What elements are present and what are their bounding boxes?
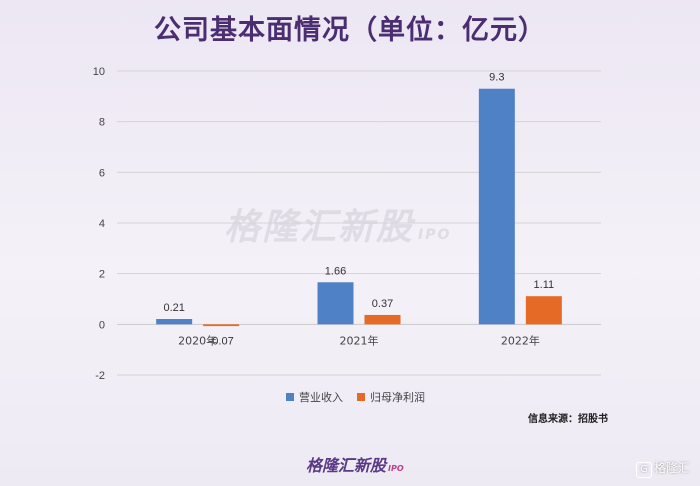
x-tick-label: 2021年 bbox=[340, 333, 379, 347]
corner-logo-icon: G bbox=[635, 462, 652, 478]
y-tick-label: 6 bbox=[99, 167, 105, 179]
bar-profit bbox=[364, 314, 401, 325]
data-label: -0.07 bbox=[209, 335, 234, 347]
chart-title: 公司基本面情况（单位：亿元） bbox=[154, 15, 546, 46]
data-label: 0.21 bbox=[163, 302, 184, 314]
legend-label: 营业收入 bbox=[299, 390, 343, 404]
legend-swatch bbox=[357, 393, 365, 401]
data-label: 0.37 bbox=[372, 298, 393, 310]
y-tick-label: 0 bbox=[99, 319, 105, 331]
data-label: 1.11 bbox=[534, 279, 555, 291]
bar-revenue bbox=[478, 88, 515, 325]
y-tick-label: 10 bbox=[93, 66, 105, 78]
data-label: 1.66 bbox=[325, 265, 346, 277]
footer-logo: 格隆汇新股 IPO bbox=[306, 456, 404, 475]
bar-revenue bbox=[156, 319, 193, 325]
y-tick-label: -2 bbox=[95, 370, 105, 382]
bar-revenue bbox=[317, 282, 354, 325]
bar-profit bbox=[525, 296, 562, 325]
x-tick-label: 2020年 bbox=[178, 333, 217, 347]
watermark: 格隆汇新股 IPO bbox=[224, 207, 452, 248]
y-tick-label: 2 bbox=[99, 269, 105, 281]
y-tick-label: 4 bbox=[99, 218, 105, 230]
legend-swatch bbox=[286, 393, 294, 401]
source-note: 信息来源：招股书 bbox=[528, 414, 608, 425]
x-tick-label: 2022年 bbox=[501, 333, 540, 347]
y-tick-label: 8 bbox=[99, 117, 105, 129]
corner-logo: G 格隆汇 bbox=[635, 459, 690, 478]
data-label: 9.3 bbox=[489, 72, 504, 84]
legend-label: 归母净利润 bbox=[370, 390, 425, 404]
bar-profit bbox=[203, 324, 240, 327]
